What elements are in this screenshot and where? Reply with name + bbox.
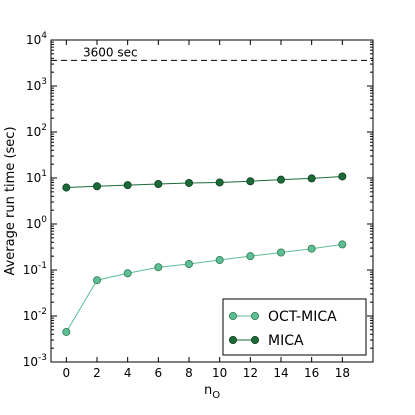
data-point-oct-mica xyxy=(276,248,285,257)
x-tick-label: 8 xyxy=(185,366,193,380)
data-point-oct-mica xyxy=(246,252,255,261)
series-line-mica xyxy=(66,175,343,189)
y-axis-title: Average run time (sec) xyxy=(3,126,18,275)
legend-marker-mica xyxy=(250,335,259,344)
data-point-mica xyxy=(307,174,316,183)
legend-box xyxy=(222,298,367,356)
data-point-mica xyxy=(123,181,132,190)
data-point-oct-mica xyxy=(93,276,102,285)
x-tick-label: 2 xyxy=(93,366,101,380)
legend-marker-mica xyxy=(228,335,237,344)
data-point-mica xyxy=(93,182,102,191)
data-point-oct-mica xyxy=(184,260,193,269)
y-tick-label: 10-2 xyxy=(23,307,47,323)
x-tick-label: 14 xyxy=(273,366,288,380)
y-tick-label: 104 xyxy=(26,31,47,47)
data-point-oct-mica xyxy=(123,269,132,278)
y-tick-label: 10-1 xyxy=(23,261,47,277)
x-tick-label: 6 xyxy=(155,366,163,380)
data-point-mica xyxy=(215,178,224,187)
data-point-oct-mica xyxy=(154,263,163,272)
y-tick-label: 101 xyxy=(26,169,47,185)
data-point-oct-mica xyxy=(307,244,316,253)
x-tick-label: 18 xyxy=(335,366,350,380)
data-point-mica xyxy=(62,183,71,192)
legend-label-oct-mica: OCT-MICA xyxy=(268,309,337,325)
reference-line-label: 3600 sec xyxy=(83,45,138,59)
y-tick-label: 100 xyxy=(26,215,47,231)
x-axis-title: nO xyxy=(204,383,220,401)
y-axis-ticks: 10-3 10-2 10-1 100 101 102 103 104 xyxy=(23,31,373,369)
legend-marker-oct-mica xyxy=(250,311,259,320)
data-point-oct-mica xyxy=(62,327,71,336)
series-layer xyxy=(62,172,347,336)
data-point-mica xyxy=(246,177,255,186)
x-axis-title-main: n xyxy=(204,383,212,398)
x-tick-label: 4 xyxy=(124,366,132,380)
data-point-mica xyxy=(154,180,163,189)
data-point-oct-mica xyxy=(338,240,347,249)
reference-line-group: 3600 sec xyxy=(51,45,373,61)
legend: OCT-MICA MICA xyxy=(222,298,367,356)
data-point-oct-mica xyxy=(215,255,224,264)
series-line-oct-mica xyxy=(65,243,343,333)
x-axis-title-subscript: O xyxy=(212,390,220,401)
y-tick-label: 102 xyxy=(26,123,47,139)
data-point-mica xyxy=(338,172,347,181)
x-tick-label: 0 xyxy=(63,366,71,380)
x-axis-ticks: 0 2 4 6 8 10 12 14 16 18 xyxy=(63,40,350,380)
legend-label-mica: MICA xyxy=(268,333,304,349)
x-tick-label: 16 xyxy=(304,366,319,380)
x-tick-label: 10 xyxy=(212,366,227,380)
y-tick-label: 10-3 xyxy=(23,353,47,369)
x-tick-label: 12 xyxy=(243,366,258,380)
y-tick-label: 103 xyxy=(26,77,47,93)
data-point-mica xyxy=(276,175,285,184)
legend-marker-oct-mica xyxy=(228,311,237,320)
data-point-mica xyxy=(184,178,193,187)
